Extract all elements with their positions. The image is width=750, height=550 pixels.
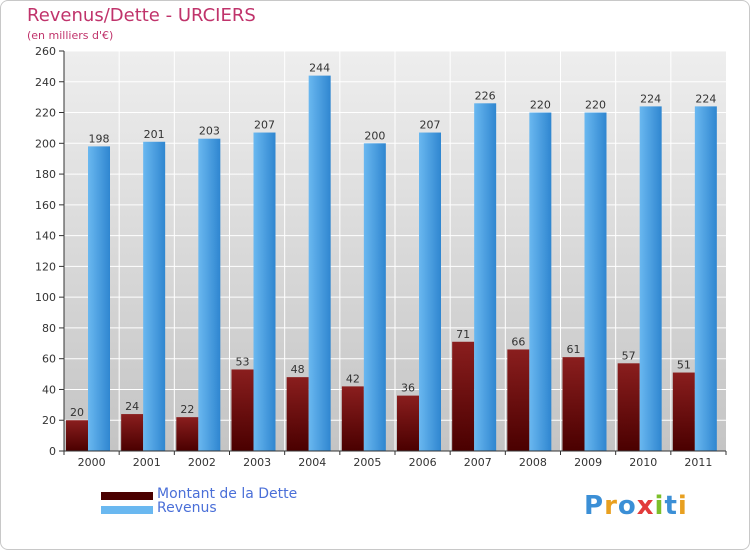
x-tick-label-2009: 2009 (574, 456, 602, 469)
data-label-revenus-2002: 203 (199, 125, 220, 138)
bar-revenus-2006 (419, 132, 441, 452)
data-label-dette-2000: 20 (70, 406, 84, 419)
data-label-revenus-2010: 224 (640, 92, 661, 105)
data-label-dette-2001: 24 (125, 400, 139, 413)
data-label-revenus-2006: 207 (420, 119, 441, 132)
data-label-revenus-2003: 207 (254, 119, 275, 132)
y-tick-label: 0 (49, 445, 56, 458)
bar-revenus-2004 (308, 75, 331, 451)
data-label-dette-2002: 22 (180, 403, 194, 416)
legend-label-dette: Montant de la Dette (157, 486, 298, 502)
data-label-revenus-2008: 220 (530, 99, 551, 112)
x-tick-label-2001: 2001 (133, 456, 161, 469)
x-tick-label-2006: 2006 (409, 456, 437, 469)
bar-dette-2001 (121, 414, 144, 451)
data-label-dette-2004: 48 (291, 363, 305, 376)
legend-swatch-dette (101, 492, 153, 500)
bar-revenus-2005 (363, 143, 386, 452)
y-tick-label: 40 (42, 383, 56, 396)
x-tick-label-2002: 2002 (188, 456, 216, 469)
bar-dette-2007 (452, 341, 475, 451)
logo-letter: t (664, 491, 678, 521)
chart-subtitle: (en milliers d'€) (27, 29, 114, 42)
data-label-revenus-2005: 200 (364, 129, 385, 142)
data-label-revenus-2000: 198 (89, 132, 110, 145)
bar-dette-2002 (176, 417, 199, 451)
logo-letter: o (617, 491, 637, 521)
y-tick-label: 80 (42, 322, 56, 335)
bar-dette-2006 (397, 395, 419, 451)
logo-letter: r (604, 491, 618, 521)
bar-dette-2004 (286, 377, 309, 451)
data-label-dette-2011: 51 (677, 359, 691, 372)
bar-dette-2010 (617, 363, 640, 451)
legend-label-revenus: Revenus (157, 500, 217, 516)
y-tick-label: 240 (35, 76, 56, 89)
x-tick-label-2000: 2000 (78, 456, 106, 469)
y-tick-label: 60 (42, 353, 56, 366)
y-tick-label: 200 (35, 137, 56, 150)
y-tick-label: 100 (35, 291, 56, 304)
data-label-dette-2006: 36 (401, 382, 415, 395)
y-tick-label: 120 (35, 260, 56, 273)
bar-revenus-2009 (584, 112, 607, 452)
data-label-dette-2009: 61 (567, 343, 581, 356)
bar-revenus-2000 (88, 146, 110, 451)
bar-revenus-2010 (639, 106, 662, 451)
x-tick-label-2003: 2003 (243, 456, 271, 469)
data-label-dette-2007: 71 (456, 328, 470, 341)
y-tick-label: 260 (35, 45, 56, 58)
x-tick-label-2010: 2010 (629, 456, 657, 469)
y-tick-label: 160 (35, 199, 56, 212)
logo-letter: P (584, 491, 605, 521)
data-label-revenus-2004: 244 (309, 62, 330, 75)
data-label-revenus-2011: 224 (695, 92, 716, 105)
x-tick-label-2008: 2008 (519, 456, 547, 469)
bar-revenus-2002 (198, 138, 221, 451)
data-label-dette-2003: 53 (236, 355, 250, 368)
bar-dette-2003 (231, 369, 254, 451)
bar-dette-2011 (672, 372, 695, 451)
data-label-dette-2008: 66 (511, 335, 525, 348)
y-tick-label: 140 (35, 230, 56, 243)
bar-dette-2005 (341, 386, 364, 451)
proxiti-logo: Proxiti (584, 491, 688, 521)
bar-dette-2009 (562, 357, 585, 451)
bar-dette-2008 (507, 349, 530, 451)
x-tick-label-2004: 2004 (298, 456, 326, 469)
logo-letter: i (654, 491, 665, 521)
data-label-revenus-2001: 201 (144, 128, 165, 141)
bar-revenus-2001 (143, 141, 166, 451)
bar-revenus-2008 (529, 112, 552, 452)
legend-swatch-revenus (101, 506, 153, 514)
logo-letter: i (677, 491, 688, 521)
x-tick-label-2011: 2011 (684, 456, 712, 469)
data-label-revenus-2009: 220 (585, 99, 606, 112)
x-tick-label-2005: 2005 (353, 456, 381, 469)
logo-letter: x (636, 491, 655, 521)
y-tick-label: 180 (35, 168, 56, 181)
bar-revenus-2007 (474, 103, 497, 452)
x-tick-label-2007: 2007 (464, 456, 492, 469)
bar-dette-2000 (66, 420, 88, 451)
data-label-revenus-2007: 226 (475, 89, 496, 102)
bar-revenus-2011 (694, 106, 717, 451)
y-tick-label: 220 (35, 107, 56, 120)
data-label-dette-2005: 42 (346, 372, 360, 385)
y-tick-label: 20 (42, 414, 56, 427)
data-label-dette-2010: 57 (622, 349, 636, 362)
bar-revenus-2003 (253, 132, 276, 452)
chart-title: Revenus/Dette - URCIERS (27, 5, 256, 26)
